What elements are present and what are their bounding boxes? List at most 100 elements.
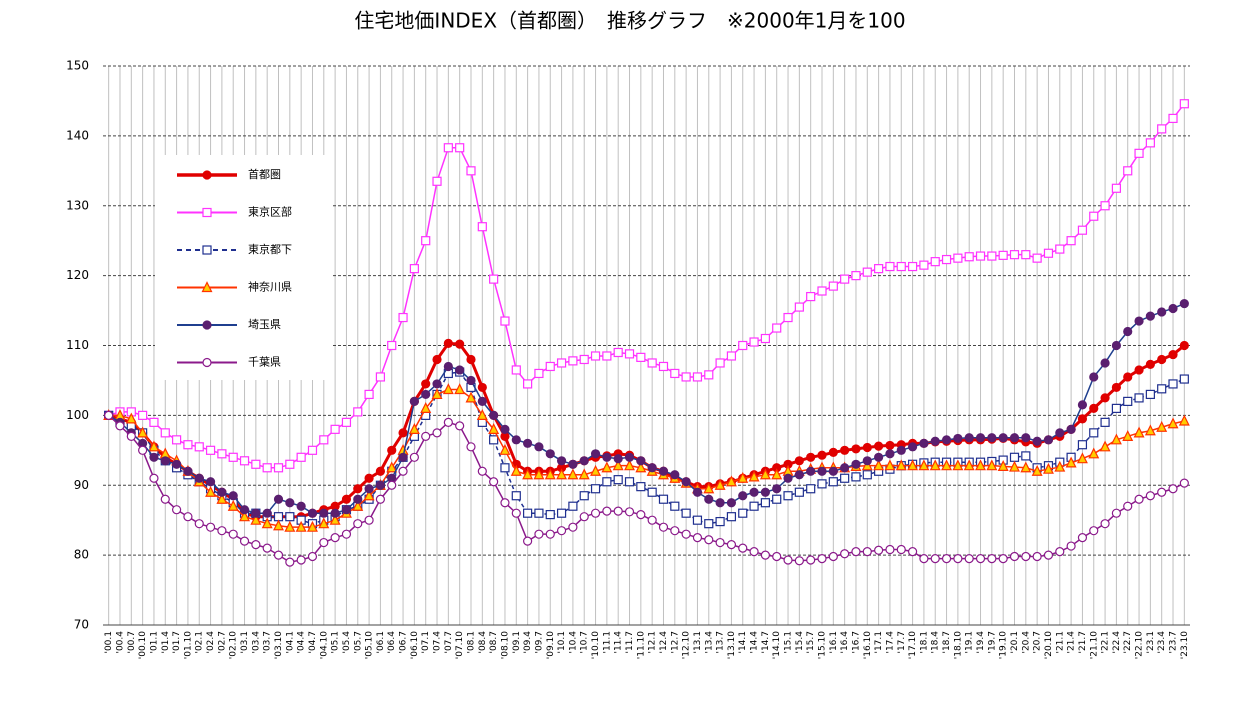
- x-tick-label: '07.4: [433, 631, 443, 654]
- data-point: [998, 250, 1008, 260]
- data-point: [489, 435, 499, 445]
- data-point: [737, 471, 749, 483]
- data-point: [1009, 250, 1020, 260]
- data-point: [1145, 138, 1155, 148]
- legend-marker: [202, 357, 212, 368]
- data-point: [239, 456, 250, 466]
- data-point: [375, 494, 386, 504]
- data-point: [907, 261, 918, 272]
- data-point: [1100, 393, 1110, 403]
- legend-label: 千葉県: [248, 355, 281, 369]
- x-tick-label: '17.1: [874, 631, 884, 654]
- legend-label: 東京区部: [248, 205, 292, 219]
- data-point: [772, 484, 782, 494]
- data-point: [239, 536, 250, 546]
- data-point: [160, 428, 170, 438]
- legend-label: 東京都下: [248, 242, 292, 256]
- data-point: [1089, 403, 1099, 413]
- data-point: [319, 508, 329, 518]
- data-point: [930, 257, 940, 267]
- data-point: [500, 424, 510, 434]
- data-point: [738, 340, 748, 351]
- data-point: [658, 494, 669, 504]
- x-tick-label: '20.10: [1044, 631, 1054, 660]
- x-tick-label: '15.10: [818, 631, 828, 660]
- data-point: [771, 468, 783, 480]
- data-point: [183, 512, 193, 522]
- data-point: [760, 498, 770, 508]
- x-tick-label: '21.1: [1055, 631, 1065, 654]
- data-point: [1076, 452, 1088, 464]
- x-tick-label: '04.1: [285, 631, 295, 654]
- data-point: [409, 264, 419, 274]
- data-point: [1111, 403, 1122, 413]
- x-tick-label: '06.4: [387, 631, 397, 654]
- data-point: [783, 555, 793, 565]
- data-point: [1032, 436, 1042, 446]
- data-point: [1032, 551, 1042, 562]
- data-point: [704, 494, 714, 504]
- data-point: [964, 554, 974, 564]
- data-point: [500, 316, 510, 326]
- data-point: [329, 513, 341, 525]
- data-point: [907, 459, 919, 471]
- data-point: [409, 396, 419, 406]
- data-point: [1055, 547, 1065, 557]
- data-point: [874, 545, 884, 555]
- data-point: [862, 470, 872, 480]
- legend-label: 首都圏: [248, 167, 281, 181]
- data-point: [930, 436, 940, 446]
- data-point: [319, 537, 329, 548]
- x-tick-label: '04.7: [308, 631, 318, 654]
- data-point: [1111, 340, 1122, 351]
- data-point: [896, 544, 906, 555]
- data-point: [330, 508, 340, 518]
- data-point: [432, 176, 442, 186]
- data-point: [635, 461, 647, 473]
- x-tick-label: '08.10: [500, 631, 510, 660]
- data-point: [1179, 99, 1189, 109]
- data-point: [612, 459, 624, 471]
- data-point: [205, 522, 216, 532]
- data-point: [296, 555, 306, 565]
- data-point: [941, 435, 952, 445]
- data-point: [919, 554, 929, 564]
- x-tick-label: '02.7: [217, 631, 227, 654]
- data-point: [137, 426, 149, 438]
- data-point: [885, 440, 895, 451]
- data-point: [647, 515, 657, 525]
- data-point: [670, 368, 680, 379]
- data-point: [1009, 551, 1020, 562]
- x-tick-label: '12.4: [659, 631, 669, 654]
- data-point: [1123, 166, 1133, 176]
- data-point: [398, 466, 408, 476]
- data-point: [1111, 508, 1122, 518]
- data-point: [613, 347, 623, 358]
- legend-box: [155, 155, 333, 380]
- data-point: [772, 494, 782, 504]
- data-point: [794, 470, 804, 480]
- data-point: [873, 459, 885, 471]
- x-tick-label: '20.4: [1021, 631, 1031, 654]
- data-point: [1157, 384, 1167, 394]
- data-point: [806, 452, 816, 462]
- x-tick-label: '03.1: [240, 631, 250, 654]
- x-tick-label: '17.7: [897, 631, 907, 654]
- data-point: [273, 463, 284, 473]
- x-tick-label: '16.4: [840, 631, 850, 654]
- data-point: [228, 491, 238, 501]
- data-point: [636, 456, 646, 466]
- data-point: [194, 519, 204, 529]
- data-point: [1179, 374, 1189, 384]
- data-point: [930, 554, 940, 564]
- x-tick-label: '20.1: [1010, 631, 1020, 654]
- data-point: [1099, 440, 1111, 452]
- data-point: [488, 423, 500, 434]
- data-point: [1100, 358, 1110, 368]
- data-point: [749, 547, 759, 557]
- data-point: [352, 499, 364, 511]
- x-tick-label: '12.7: [670, 631, 680, 654]
- data-point: [104, 410, 114, 420]
- data-point: [714, 478, 726, 490]
